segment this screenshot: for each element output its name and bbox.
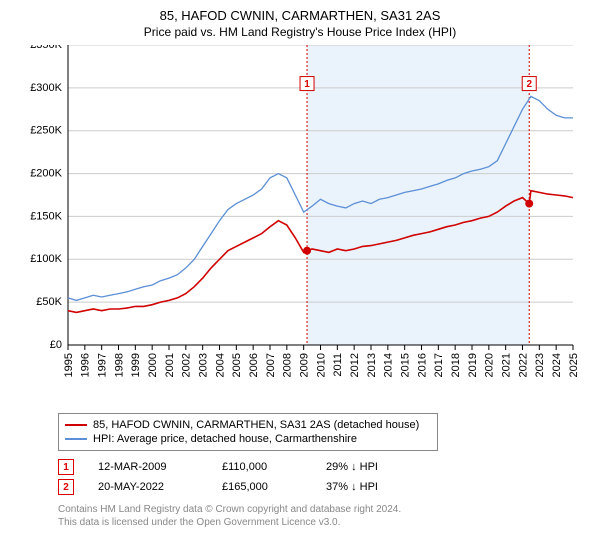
transaction-date: 20-MAY-2022 [98, 481, 198, 493]
line-chart-svg: £0 £50K £100K £150K £200K £250K £300K £350K 1995… [20, 45, 580, 405]
svg-text:2008: 2008 [282, 353, 294, 377]
svg-text:1996: 1996 [80, 353, 92, 377]
chart-title: 85, HAFOD CWNIN, CARMARTHEN, SA31 2AS [0, 0, 600, 23]
svg-text:2010: 2010 [315, 353, 327, 377]
svg-text:2025: 2025 [568, 353, 580, 377]
transaction-delta: 29% ↓ HPI [326, 461, 378, 473]
svg-text:£350K: £350K [30, 45, 62, 51]
svg-text:2018: 2018 [450, 353, 462, 377]
transaction-price: £110,000 [222, 461, 302, 473]
svg-text:2: 2 [526, 79, 532, 90]
svg-text:£250K: £250K [30, 125, 62, 137]
svg-text:£100K: £100K [30, 253, 62, 265]
svg-text:£200K: £200K [30, 167, 62, 179]
legend: 85, HAFOD CWNIN, CARMARTHEN, SA31 2AS (d… [58, 413, 438, 451]
svg-text:2006: 2006 [248, 353, 260, 377]
legend-label: 85, HAFOD CWNIN, CARMARTHEN, SA31 2AS (d… [93, 419, 419, 431]
svg-text:2017: 2017 [433, 353, 445, 377]
svg-text:2015: 2015 [400, 353, 412, 377]
svg-text:2024: 2024 [551, 353, 563, 377]
transaction-date: 12-MAR-2009 [98, 461, 198, 473]
legend-item: 85, HAFOD CWNIN, CARMARTHEN, SA31 2AS (d… [65, 418, 431, 432]
legend-item: HPI: Average price, detached house, Carm… [65, 432, 431, 446]
svg-text:2021: 2021 [501, 353, 513, 377]
attribution: Contains HM Land Registry data © Crown c… [58, 503, 580, 529]
svg-text:2011: 2011 [332, 353, 344, 377]
marker-badge: 1 [58, 459, 74, 475]
svg-text:2007: 2007 [265, 353, 277, 377]
svg-text:2005: 2005 [231, 353, 243, 377]
chart-container: 85, HAFOD CWNIN, CARMARTHEN, SA31 2AS Pr… [0, 0, 600, 560]
table-row: 2 20-MAY-2022 £165,000 37% ↓ HPI [58, 477, 580, 497]
legend-label: HPI: Average price, detached house, Carm… [93, 433, 357, 445]
svg-text:£50K: £50K [36, 296, 62, 308]
svg-text:£150K: £150K [30, 210, 62, 222]
attribution-line: Contains HM Land Registry data © Crown c… [58, 503, 580, 516]
transaction-price: £165,000 [222, 481, 302, 493]
svg-text:2013: 2013 [366, 353, 378, 377]
svg-text:2012: 2012 [349, 353, 361, 377]
legend-swatch [65, 424, 87, 426]
svg-text:2022: 2022 [517, 353, 529, 377]
svg-text:£0: £0 [50, 339, 62, 351]
legend-swatch [65, 438, 87, 440]
transaction-delta: 37% ↓ HPI [326, 481, 378, 493]
chart-subtitle: Price paid vs. HM Land Registry's House … [0, 23, 600, 45]
svg-text:£300K: £300K [30, 82, 62, 94]
svg-text:2003: 2003 [198, 353, 210, 377]
svg-text:1: 1 [304, 79, 310, 90]
svg-text:2000: 2000 [147, 353, 159, 377]
attribution-line: This data is licensed under the Open Gov… [58, 516, 580, 529]
svg-text:2016: 2016 [416, 353, 428, 377]
chart-plot-area: £0 £50K £100K £150K £200K £250K £300K £350K 1995… [20, 45, 580, 405]
marker-badge: 2 [58, 479, 74, 495]
svg-text:1997: 1997 [97, 353, 109, 377]
svg-text:2019: 2019 [467, 353, 479, 377]
table-row: 1 12-MAR-2009 £110,000 29% ↓ HPI [58, 457, 580, 477]
svg-text:1998: 1998 [113, 353, 125, 377]
svg-text:2009: 2009 [299, 353, 311, 377]
svg-text:2020: 2020 [484, 353, 496, 377]
transactions-table: 1 12-MAR-2009 £110,000 29% ↓ HPI 2 20-MA… [58, 457, 580, 497]
svg-text:2014: 2014 [383, 353, 395, 377]
svg-text:2002: 2002 [181, 353, 193, 377]
svg-text:2023: 2023 [534, 353, 546, 377]
svg-text:2004: 2004 [214, 353, 226, 377]
svg-text:1999: 1999 [130, 353, 142, 377]
svg-text:1995: 1995 [63, 353, 75, 377]
svg-text:2001: 2001 [164, 353, 176, 377]
